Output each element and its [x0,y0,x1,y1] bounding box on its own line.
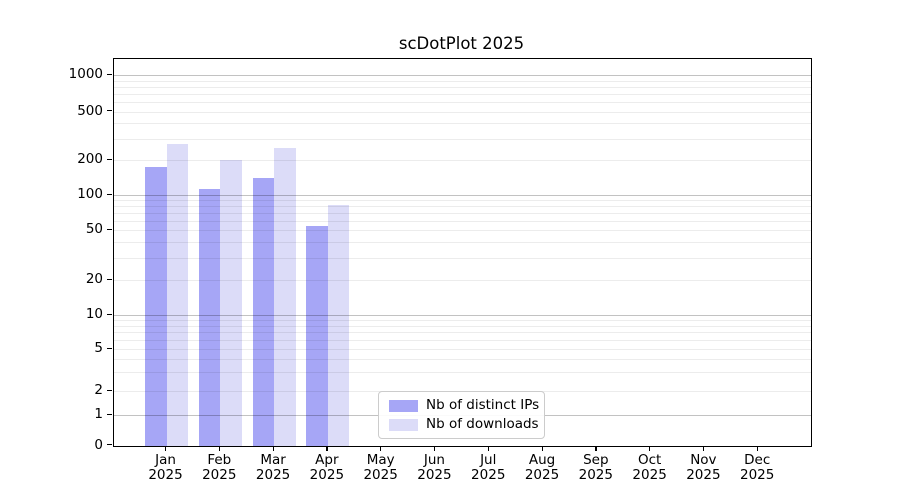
gridline-minor [114,123,811,125]
x-tick-label-mar: Mar 2025 [241,453,305,483]
bar-distinct-ips-apr [306,226,328,446]
x-tick-month: May [366,452,395,468]
x-tick-label-apr: Apr 2025 [295,453,359,483]
legend-item-downloads: Nb of downloads [389,417,539,432]
x-tick-year: 2025 [309,467,345,483]
bar-distinct-ips-feb [198,189,221,446]
gridline-minor [114,138,811,140]
x-tick-mark [595,446,597,451]
gridline-major [114,75,811,76]
legend: Nb of distinct IPs Nb of downloads [378,391,545,439]
x-tick-year: 2025 [363,467,398,483]
y-tick-mark [107,110,112,112]
x-tick-month: Jul [480,452,497,468]
x-tick-label-oct: Oct 2025 [618,453,682,483]
x-tick-month: Jun [423,452,445,468]
y-tick-label: 100 [77,186,103,202]
x-tick-year: 2025 [417,467,452,483]
x-tick-month: Feb [207,452,232,468]
x-tick-label-aug: Aug 2025 [510,453,574,483]
x-tick-month: Oct [637,452,662,468]
gridline-minor [114,111,811,113]
y-tick-mark [107,73,112,75]
x-tick-year: 2025 [255,467,291,483]
y-tick-mark [107,389,112,391]
y-tick-label: 5 [94,340,103,356]
x-tick-mark [702,446,705,451]
x-tick-mark [649,446,651,451]
y-tick-label: 20 [85,271,103,287]
bar-distinct-ips-jan [145,166,167,446]
y-tick-mark [107,158,112,160]
x-tick-month: Apr [315,452,339,468]
y-tick-mark [107,193,112,195]
x-tick-mark [272,446,274,451]
x-tick-month: Aug [528,452,556,468]
y-tick-label: 200 [77,151,103,167]
gridline-minor [114,80,811,82]
legend-swatch-distinct-ips [389,399,418,412]
x-tick-mark [487,446,490,451]
y-tick-mark [107,278,112,280]
legend-label-distinct-ips: Nb of distinct IPs [426,397,540,413]
x-tick-year: 2025 [632,467,667,483]
y-tick-label: 500 [77,102,103,119]
legend-item-distinct-ips: Nb of distinct IPs [389,398,539,413]
x-tick-label-jan: Jan 2025 [134,453,198,483]
x-tick-year: 2025 [471,467,506,483]
x-tick-label-jul: Jul 2025 [456,453,520,483]
gridline-minor [114,93,811,95]
x-tick-year: 2025 [148,467,183,483]
x-tick-mark [165,446,167,451]
legend-swatch-downloads [389,418,418,431]
gridline-minor [114,160,811,161]
x-tick-label-sep: Sep 2025 [564,453,628,483]
x-tick-label-feb: Feb 2025 [187,453,251,483]
y-tick-mark [107,347,112,349]
bar-downloads-apr [327,205,350,446]
x-tick-label-dec: Dec 2025 [725,453,789,483]
y-tick-mark [107,228,112,230]
bar-downloads-feb [220,160,242,446]
y-tick-mark [107,444,112,446]
x-tick-year: 2025 [524,467,560,483]
x-tick-year: 2025 [686,467,721,483]
y-tick-label: 0 [94,436,103,453]
x-tick-month: Mar [260,452,286,468]
x-tick-label-nov: Nov 2025 [671,453,735,483]
x-tick-mark [541,446,543,451]
x-tick-month: Nov [690,452,717,468]
y-tick-label: 1000 [68,66,103,82]
x-tick-label-may: May 2025 [349,453,413,483]
x-tick-mark [218,446,221,451]
x-tick-label-jun: Jun 2025 [402,453,466,483]
bar-distinct-ips-mar [252,178,275,446]
x-tick-month: Sep [583,452,609,468]
plot-area [113,58,812,447]
y-tick-label: 10 [85,306,103,322]
x-tick-month: Dec [744,452,771,468]
x-tick-year: 2025 [202,467,237,483]
gridline-minor [114,86,811,88]
bar-downloads-jan [166,144,188,446]
chart-title: scDotPlot 2025 [398,34,525,53]
x-tick-mark [380,446,382,451]
y-tick-label: 1 [94,406,103,422]
y-tick-mark [107,313,112,315]
x-tick-year: 2025 [578,467,613,483]
y-tick-mark [107,413,112,415]
y-tick-label: 50 [85,221,103,237]
legend-label-downloads: Nb of downloads [426,416,539,432]
x-tick-mark [326,446,328,451]
y-tick-label: 2 [94,382,103,398]
gridline-minor [114,101,811,103]
x-tick-month: Jan [155,452,176,468]
x-tick-year: 2025 [740,467,775,483]
x-tick-mark [433,446,436,451]
x-tick-mark [756,446,758,451]
bar-downloads-mar [274,148,296,446]
